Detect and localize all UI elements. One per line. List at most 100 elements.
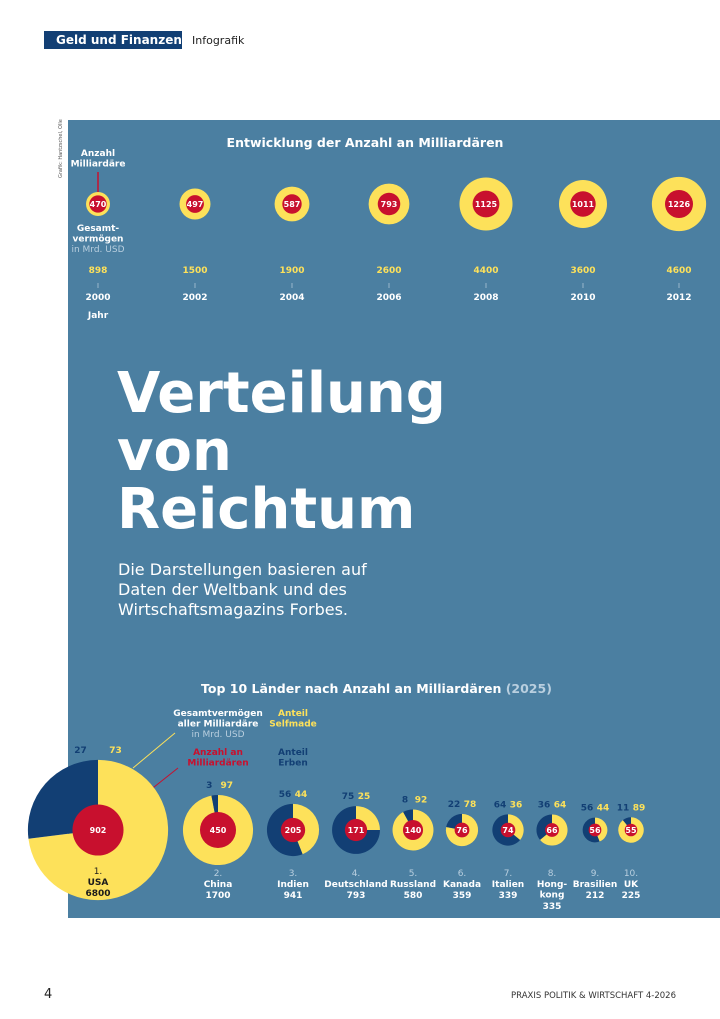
headline: von bbox=[117, 419, 232, 484]
rank: 4. bbox=[352, 869, 361, 879]
section: Geld und Finanzen bbox=[56, 33, 182, 47]
country-name: Italien bbox=[492, 880, 524, 890]
country-name: USA bbox=[88, 878, 109, 888]
count-label: 205 bbox=[285, 826, 302, 835]
country-name: Hong-kong bbox=[537, 880, 568, 900]
count-circle bbox=[186, 195, 204, 213]
rank: 2. bbox=[214, 869, 223, 879]
count-circle bbox=[402, 819, 424, 841]
text-line: Erben bbox=[278, 758, 308, 768]
count-circle bbox=[280, 817, 306, 843]
inherited-label: 56 bbox=[279, 790, 292, 800]
page-number: 4 bbox=[44, 987, 52, 1002]
inherited-label: 36 bbox=[538, 800, 551, 810]
legend-pointer bbox=[132, 732, 176, 769]
headline: Verteilung bbox=[117, 361, 446, 426]
year-label: 2006 bbox=[376, 293, 401, 303]
country-name: Russland bbox=[390, 880, 436, 890]
top10-title: Top 10 Länder nach Anzahl an Milliardäre… bbox=[201, 681, 552, 696]
selfmade-label: 36 bbox=[510, 800, 523, 810]
wealth-label: 225 bbox=[622, 891, 641, 901]
intro: Wirtschaftsmagazins Forbes. bbox=[118, 600, 348, 619]
wealth-label: 3600 bbox=[570, 266, 595, 276]
count-label: 55 bbox=[625, 826, 637, 835]
count-label: 450 bbox=[210, 826, 227, 835]
text-line: Milliardären bbox=[187, 758, 248, 768]
selfmade-label: 64 bbox=[554, 800, 567, 810]
wealth-label: 359 bbox=[453, 891, 472, 901]
count-label: 1125 bbox=[475, 200, 498, 209]
wealth-label: 4600 bbox=[666, 266, 691, 276]
wealth-label: 4400 bbox=[473, 266, 498, 276]
year-label: 2000 bbox=[85, 293, 110, 303]
year-label: 2004 bbox=[279, 293, 304, 303]
wealth-label: 1900 bbox=[279, 266, 304, 276]
rank: 9. bbox=[591, 869, 600, 879]
wealth-label: 6800 bbox=[85, 889, 110, 899]
rank: 1. bbox=[94, 867, 103, 877]
intro: Die Darstellungen basieren auf bbox=[118, 560, 367, 579]
section-box bbox=[44, 31, 182, 49]
count-circle bbox=[454, 822, 470, 838]
country-name: Indien bbox=[277, 880, 309, 890]
panel bbox=[68, 120, 720, 918]
inherited-label: 11 bbox=[617, 803, 630, 813]
country-name: Deutschland bbox=[324, 880, 387, 890]
legend-inherited: Anteil Erben bbox=[278, 748, 308, 768]
year-label: 2002 bbox=[182, 293, 207, 303]
inherited-label: 64 bbox=[494, 800, 507, 810]
text-line: Gesamtvermögen bbox=[173, 709, 263, 719]
count-label: 1226 bbox=[668, 200, 691, 209]
count-circle bbox=[545, 823, 559, 837]
text-line: Anteil bbox=[278, 709, 308, 719]
selfmade-label: 78 bbox=[464, 800, 477, 810]
count-label: 76 bbox=[456, 826, 468, 835]
selfmade-wedge bbox=[293, 803, 320, 855]
country-name: UK bbox=[624, 880, 639, 890]
inherited-label: 8 bbox=[402, 796, 408, 806]
count-circle bbox=[72, 804, 124, 856]
country-name: Kanada bbox=[443, 880, 481, 890]
text-line: aller Milliardäre bbox=[178, 719, 259, 729]
wealth-label: 793 bbox=[347, 891, 366, 901]
text-line: vermögen bbox=[73, 234, 124, 244]
rank: 6. bbox=[458, 869, 467, 879]
count-circle bbox=[570, 191, 596, 217]
section-label: Infografik bbox=[192, 34, 245, 47]
count-circle bbox=[344, 818, 368, 842]
year-label: 2008 bbox=[473, 293, 498, 303]
count-label: 140 bbox=[405, 826, 422, 835]
text-line: kong bbox=[540, 890, 565, 900]
count-label: 171 bbox=[348, 826, 365, 835]
text-line: Hong- bbox=[537, 880, 568, 890]
selfmade-wedge bbox=[508, 814, 524, 840]
count-label: 56 bbox=[589, 826, 601, 835]
legend-count: Anzahl Milliardäre bbox=[71, 149, 126, 169]
selfmade-label: 89 bbox=[633, 803, 646, 813]
publication: PRAXIS POLITIK & WIRTSCHAFT 4-2026 bbox=[511, 991, 676, 1001]
wealth-label: 1700 bbox=[205, 891, 230, 901]
selfmade-label: 25 bbox=[358, 792, 371, 802]
inherited-wedge bbox=[536, 814, 552, 840]
count-circle bbox=[282, 194, 302, 214]
top10-title-text: Top 10 Länder nach Anzahl an Milliardäre… bbox=[201, 681, 501, 696]
inherited-label: 22 bbox=[448, 800, 461, 810]
count-circle bbox=[89, 195, 107, 213]
wealth-label: 212 bbox=[586, 891, 605, 901]
selfmade-label: 44 bbox=[597, 804, 610, 814]
selfmade-label: 73 bbox=[109, 746, 122, 756]
inherited-label: 56 bbox=[581, 804, 594, 814]
count-label: 66 bbox=[546, 826, 558, 835]
text-line: Gesamt- bbox=[77, 224, 120, 234]
rank: 5. bbox=[409, 869, 418, 879]
count-label: 470 bbox=[90, 200, 107, 209]
selfmade-label: 92 bbox=[415, 796, 428, 806]
count-label: 1011 bbox=[572, 200, 595, 209]
inherited-label: 75 bbox=[342, 792, 355, 802]
wealth-label: 339 bbox=[499, 891, 518, 901]
text-line: Selfmade bbox=[269, 719, 317, 729]
count-label: 74 bbox=[502, 826, 514, 835]
count-circle bbox=[624, 823, 638, 837]
